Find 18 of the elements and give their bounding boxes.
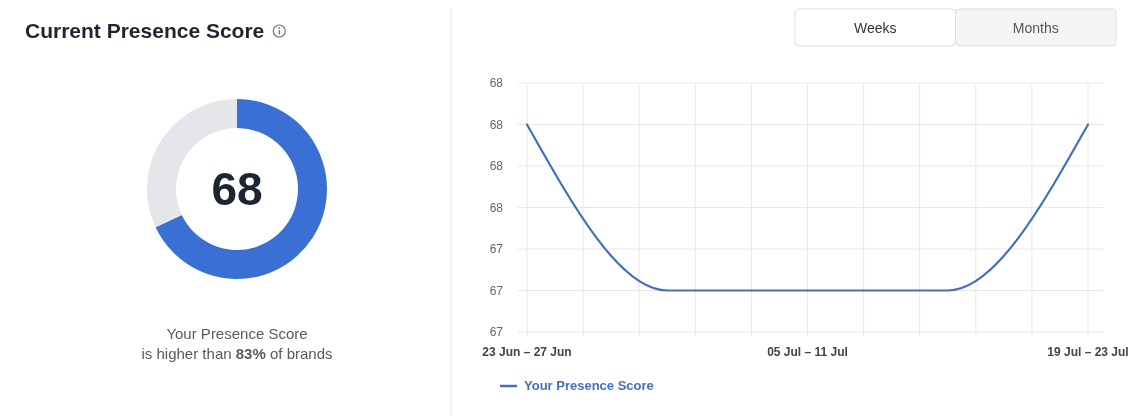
y-tick-label: 68 [489, 159, 504, 173]
x-tick-label: 19 Jul – 23 Jul [1047, 345, 1129, 359]
chart-title: Current Presence Score [25, 19, 265, 42]
donut-slice [155, 99, 327, 279]
y-tick-label: 68 [489, 200, 504, 215]
y-tick-label: 68 [489, 117, 504, 132]
y-tick-label: 68 [489, 76, 504, 90]
tab-button[interactable]: Months [955, 8, 1117, 47]
y-tick-label: 67 [489, 325, 504, 339]
text: is higher than 83% of brands [141, 345, 333, 362]
tab-button[interactable]: Weeks [794, 8, 956, 47]
legend-label: Your Presence Score [524, 378, 654, 393]
x-tick-label: 05 Jul – 11 Jul [767, 345, 848, 359]
x-tick-label: 23 Jun – 27 Jun [482, 345, 572, 359]
y-tick-label: 67 [489, 283, 504, 298]
text: 68 [211, 163, 263, 215]
text: Your Presence Score [166, 325, 308, 342]
y-tick-label: 67 [489, 242, 504, 256]
